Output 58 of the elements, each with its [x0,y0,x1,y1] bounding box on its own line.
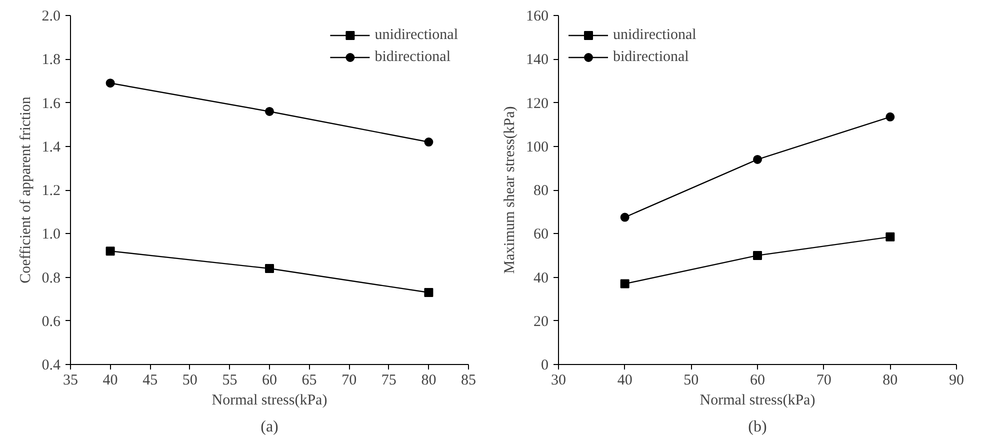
x-tick-label: 40 [102,372,118,388]
y-tick-label: 0.8 [42,270,60,286]
y-tick-label: 1.4 [42,139,61,156]
x-tick-label: 75 [381,372,396,388]
y-tick-label: 1.8 [42,52,60,68]
x-tick-label: 90 [949,372,964,388]
x-tick-label: 40 [617,372,632,388]
y-tick-label: 160 [526,8,548,24]
point [886,232,895,242]
point [265,264,274,274]
point [753,154,762,164]
y-tick-label: 120 [526,96,548,112]
x-tick-label: 85 [461,372,476,388]
x-tick-label: 80 [421,372,436,388]
x-tick-label: 55 [222,372,238,388]
legend-label: bidirectional [613,48,689,66]
point [620,279,630,288]
y-tick-label: 60 [534,226,548,243]
legend-label: unidirectional [613,26,696,44]
x-tick-label: 70 [816,372,832,388]
point [753,250,762,260]
point [424,288,434,298]
y-tick-label: 1.6 [42,96,61,112]
point [620,212,630,222]
y-axis-title: Maximum shear stress(kPa) [502,106,518,274]
text: (b) [748,418,767,436]
y-tick-label: 0.6 [42,314,61,330]
x-tick-label: 65 [302,372,317,388]
x-tick-label: 45 [142,372,158,388]
x-axis-title: Normal stress(kPa) [700,392,816,408]
x-tick-label: 60 [262,372,277,388]
point [886,112,895,122]
x-tick-label: 35 [63,372,78,388]
y-tick-label: 40 [534,270,548,286]
x-tick-label: 60 [750,372,765,388]
y-tick-label: 140 [526,52,548,68]
y-axis-title: Coefficient of apparent friction [18,96,34,284]
x-tick-label: 50 [684,372,699,388]
point [424,138,434,147]
y-tick-label: 0.4 [42,358,61,374]
legend-label: unidirectional [374,26,458,44]
x-axis-title: Normal stress(kPa) [212,392,328,408]
x-tick-label: 50 [182,372,198,388]
text: (a) [260,418,278,436]
y-tick-label: 80 [534,183,548,199]
y-tick-label: 2.0 [42,8,60,24]
x-tick-label: 70 [342,372,357,388]
legend-label: bidirectional [374,48,450,66]
point [106,246,115,256]
x-tick-label: 80 [882,372,898,388]
point [265,106,274,116]
y-tick-label: 1.2 [42,183,60,199]
y-tick-label: 0 [541,358,548,374]
point [106,78,115,88]
y-tick-label: 100 [526,139,548,156]
y-tick-label: 1.0 [42,226,60,243]
x-tick-label: 30 [551,372,566,388]
y-tick-label: 20 [534,314,548,330]
